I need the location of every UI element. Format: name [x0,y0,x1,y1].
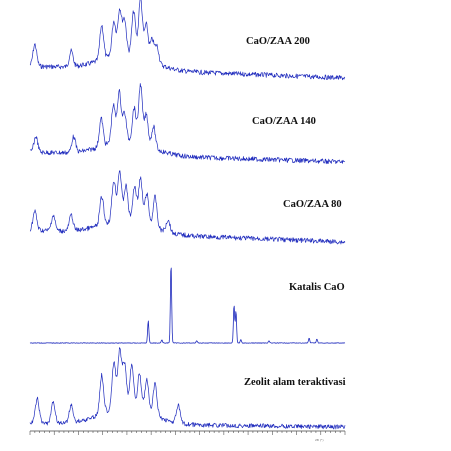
series-line-4 [29,267,346,344]
x-axis: 2θ (°) [29,430,346,442]
series-label-4: Katalis CaO [289,282,345,293]
series-line-2 [29,83,346,165]
series-line-1 [29,0,346,81]
series-label-1: CaO/ZAA 200 [246,36,310,47]
series-labels: CaO/ZAA 200 CaO/ZAA 140 CaO/ZAA 80 Katalis … [244,36,346,388]
series-line-3 [29,170,346,245]
x-axis-unit-label: 2θ (°) [315,438,324,442]
series-label-5: Zeolit alam teraktivasi [244,377,346,388]
series-label-2: CaO/ZAA 140 [252,116,316,127]
x-axis-ticks [29,431,346,435]
series-curves [29,0,346,430]
series-label-3: CaO/ZAA 80 [283,199,342,210]
series-line-5 [29,347,346,430]
